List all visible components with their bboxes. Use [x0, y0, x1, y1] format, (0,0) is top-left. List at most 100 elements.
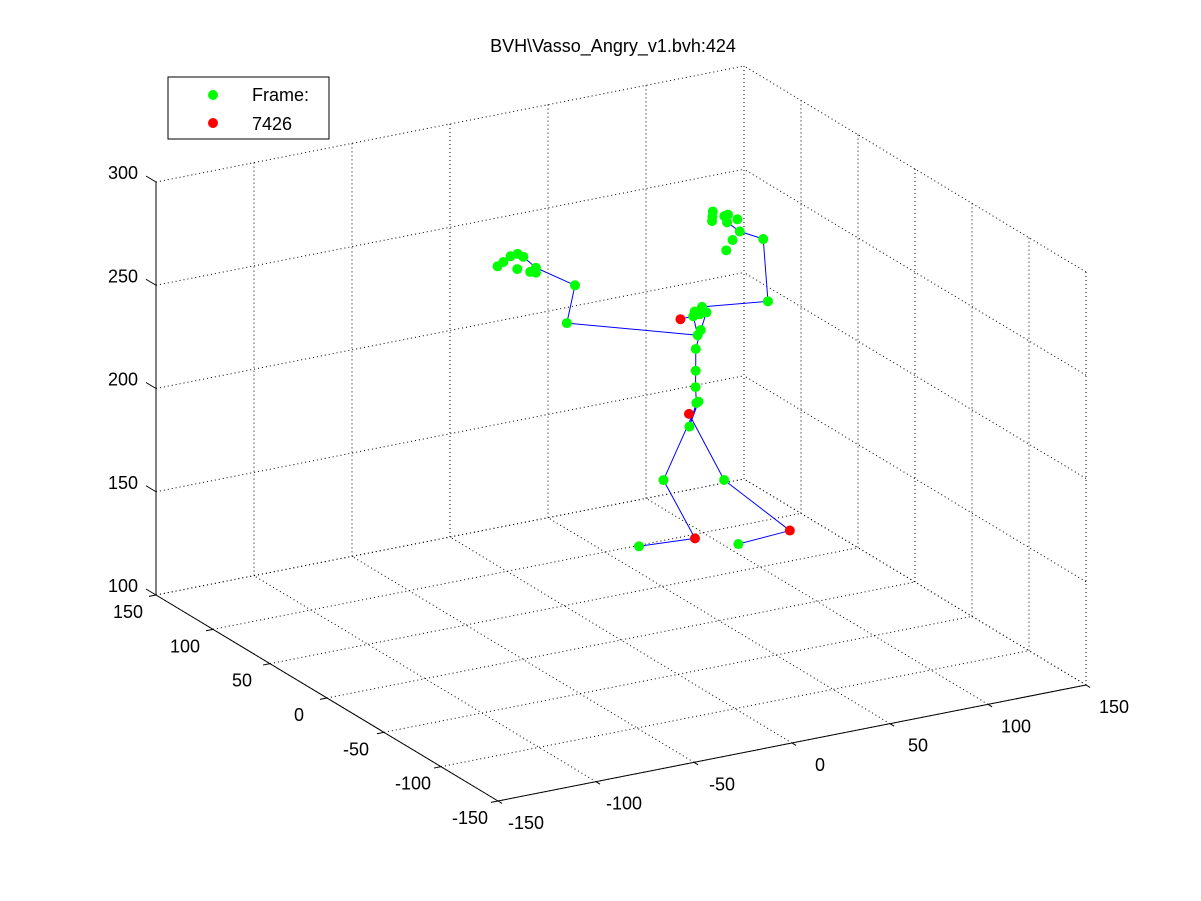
- joint-point: [707, 206, 718, 217]
- joint-point: [727, 235, 738, 246]
- skeleton-bone: [566, 285, 576, 324]
- joint-point: [530, 262, 541, 273]
- grid-line-floor-x: [645, 497, 989, 705]
- joint-point: [690, 343, 701, 354]
- x-tick-mark: [1085, 684, 1091, 688]
- legend-box: [167, 76, 330, 140]
- z-tick-mark: [145, 175, 157, 183]
- y-tick-label: 100: [170, 636, 200, 656]
- skeleton-bone: [701, 300, 769, 308]
- skeleton-bone: [663, 479, 696, 539]
- x-tick-label: -100: [606, 794, 642, 814]
- legend-marker-frame: [208, 90, 218, 100]
- joint-point: [633, 541, 644, 552]
- x-tick-label: -150: [508, 813, 544, 833]
- joint-point: [721, 245, 732, 256]
- z-tick-mark: [145, 278, 157, 286]
- joint-point: [707, 216, 718, 227]
- grid-line-side-z: [743, 272, 1087, 479]
- x-tick-label: 50: [908, 736, 928, 756]
- joint-markers: [492, 206, 795, 552]
- y-tick-mark: [262, 663, 271, 666]
- joint-point: [758, 234, 769, 245]
- y-tick-label: 150: [113, 602, 143, 622]
- y-tick-mark: [148, 594, 157, 597]
- end-effector-point: [690, 533, 701, 544]
- x-tick-label: 100: [1001, 716, 1031, 736]
- z-tick-mark: [145, 485, 157, 493]
- x-tick-mark: [791, 742, 797, 746]
- grid-line-floor-x: [253, 575, 597, 783]
- legend-label-number: 7426: [252, 114, 292, 134]
- joint-point: [570, 280, 581, 291]
- skeleton-bone: [738, 530, 790, 545]
- grid-lines: [155, 65, 1087, 802]
- z-tick-label: 300: [108, 163, 138, 183]
- joint-point: [492, 261, 503, 272]
- skeleton-bone: [566, 322, 698, 336]
- grid-line-floor-x: [547, 517, 891, 725]
- z-tick-label: 100: [108, 576, 138, 596]
- joint-point: [732, 214, 743, 225]
- y-tick-label: 0: [294, 705, 304, 725]
- x-tick-mark: [693, 761, 699, 766]
- joint-point: [719, 474, 730, 485]
- joint-point: [762, 296, 773, 307]
- y-tick-mark: [319, 697, 328, 700]
- x-tick-label: 0: [815, 755, 825, 775]
- x-tick-mark: [595, 781, 601, 785]
- joint-point: [719, 211, 730, 222]
- joint-point: [695, 325, 706, 336]
- joint-point: [734, 226, 745, 237]
- grid-line-floor-x: [449, 536, 793, 744]
- joint-point: [512, 248, 523, 259]
- skeleton-bone: [762, 238, 769, 302]
- y-tick-mark: [376, 731, 385, 735]
- y-tick-mark: [433, 766, 442, 769]
- x-tick-mark: [497, 800, 503, 804]
- skeleton-bone: [535, 267, 576, 286]
- joint-point: [733, 539, 744, 550]
- x-tick-mark: [889, 723, 895, 727]
- y-tick-mark: [490, 800, 499, 803]
- z-tick-mark: [145, 382, 157, 389]
- z-tick-label: 150: [108, 473, 138, 493]
- joint-point: [658, 475, 669, 486]
- legend-marker-number: [208, 118, 218, 128]
- joint-point: [684, 421, 695, 432]
- chart-title: BVH\Vasso_Angry_v1.bvh:424: [490, 36, 736, 57]
- z-tick-mark: [145, 588, 157, 596]
- grid-line-floor-x: [351, 555, 695, 763]
- grid-line-side-z: [743, 168, 1087, 376]
- grid-line-side-z: [743, 478, 1087, 686]
- skeleton-bone: [688, 413, 725, 481]
- y-tick-label: -150: [452, 808, 488, 828]
- skeleton-bone: [723, 479, 791, 531]
- legend: Frame: 7426: [167, 76, 330, 140]
- joint-point: [701, 307, 712, 318]
- axes: [145, 175, 1091, 804]
- x-tick-label: -50: [709, 774, 735, 794]
- joint-point: [561, 318, 572, 329]
- z-tick-label: 250: [108, 266, 138, 286]
- grid-line-side-z: [743, 65, 1087, 273]
- x-tick-mark: [987, 703, 993, 708]
- joint-point: [690, 382, 701, 393]
- joint-point: [690, 365, 701, 376]
- y-tick-label: -100: [395, 774, 431, 794]
- end-effector-point: [683, 408, 694, 419]
- z-tick-label: 200: [108, 370, 138, 390]
- joint-point: [693, 396, 704, 407]
- end-effector-point: [784, 525, 795, 536]
- grid-line-side-z: [743, 375, 1087, 583]
- y-tick-mark: [205, 628, 214, 632]
- skeleton-bone: [638, 537, 696, 547]
- legend-label-frame: Frame:: [252, 85, 309, 105]
- x-tick-label: 150: [1099, 697, 1129, 717]
- y-tick-label: -50: [343, 739, 369, 759]
- tick-labels: -150 -100 -50 0 50 100 150 -150 -100 -50 0 50 100 150…: [108, 163, 1129, 833]
- y-tick-label: 50: [232, 671, 252, 691]
- joint-point: [512, 264, 523, 275]
